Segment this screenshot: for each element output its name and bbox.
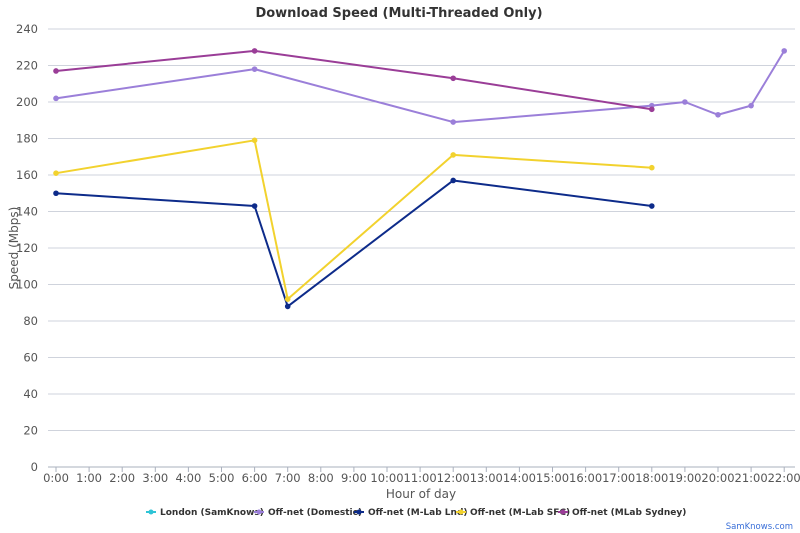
x-tick-label: 10:00 [370,471,403,485]
series-4 [53,48,655,113]
data-point[interactable] [450,152,457,158]
x-tick-label: 3:00 [142,471,168,485]
x-tick-label: 6:00 [242,471,268,485]
legend-swatch-marker [356,509,362,515]
y-tick-label: 100 [16,278,38,292]
legend-label: Off-net (MLab Sydney) [572,508,686,518]
y-tick-label: 220 [16,59,38,73]
y-tick-label: 160 [16,168,38,182]
x-tick-label: 8:00 [308,471,334,485]
data-point[interactable] [53,190,59,197]
data-point[interactable] [251,66,258,72]
data-point[interactable] [682,99,688,105]
x-tick-label: 0:00 [43,471,69,485]
x-tick-label: 16:00 [569,471,602,485]
series-2 [53,177,655,310]
x-axis-ticks: 0:00 1:00 2:00 3:00 4:00 5:00 6:00 7:00 8:00 9:00… [43,466,800,485]
y-tick-label: 200 [16,95,38,109]
legend-label: Off-net (Domestic) [268,508,362,518]
legend-item[interactable]: Off-net (MLab Sydney) [558,508,686,518]
legend-swatch-marker [148,509,154,515]
x-axis-label: Hour of day [386,487,456,501]
data-point[interactable] [450,119,457,125]
legend-item[interactable]: Off-net (Domestic) [254,508,362,518]
data-point[interactable] [450,75,457,82]
series-line [55,179,652,308]
x-tick-label: 20:00 [701,471,734,485]
y-tick-label: 60 [23,351,38,365]
y-tick-label: 40 [23,387,38,401]
x-tick-label: 7:00 [275,471,301,485]
legend-swatch-marker [458,509,464,515]
data-point[interactable] [748,102,754,109]
x-tick-label: 18:00 [635,471,668,485]
legend-label: Off-net (M-Lab Lnd) [368,508,468,518]
data-point[interactable] [450,177,457,184]
y-axis-ticks: 0 20 40 60 80 100 120 140 160 180 200 220 240 [16,22,38,474]
x-tick-label: 17:00 [602,471,635,485]
data-point[interactable] [53,95,59,102]
legend-label: London (SamKnows) [160,508,264,518]
data-point[interactable] [649,164,655,171]
y-tick-label: 120 [16,241,38,255]
data-point[interactable] [251,137,258,144]
gridlines [48,28,795,468]
data-point[interactable] [781,48,787,54]
legend-item[interactable]: London (SamKnows) [146,508,264,518]
y-tick-label: 240 [16,22,38,36]
x-tick-label: 15:00 [536,471,569,485]
x-tick-label: 1:00 [76,471,102,485]
series-3 [53,137,655,302]
y-tick-label: 20 [23,424,38,438]
data-point[interactable] [251,203,258,209]
x-tick-label: 11:00 [404,471,437,485]
series-line [55,50,786,124]
x-tick-label: 13:00 [470,471,503,485]
x-tick-label: 5:00 [209,471,235,485]
legend-item[interactable]: Off-net (M-Lab SFC) [456,508,570,518]
data-point[interactable] [649,106,655,113]
chart-title: Download Speed (Multi-Threaded Only) [255,6,542,21]
data-point[interactable] [284,303,291,310]
x-tick-label: 19:00 [668,471,701,485]
data-point[interactable] [251,48,258,54]
data-point[interactable] [284,296,291,302]
y-tick-label: 80 [23,314,38,328]
data-point[interactable] [53,68,59,74]
legend: London (SamKnows) Off-net (Domestic) Off-n… [146,508,686,518]
legend-swatch-marker [560,509,566,515]
data-point[interactable] [53,170,59,176]
data-point[interactable] [649,203,655,209]
x-tick-label: 12:00 [437,471,470,485]
x-tick-label: 14:00 [503,471,536,485]
x-tick-label: 4:00 [175,471,201,485]
series-line [55,49,652,111]
legend-item[interactable]: Off-net (M-Lab Lnd) [354,508,468,518]
credit-link[interactable]: SamKnows.com [726,522,793,532]
y-axis-label: Speed (Mbps) [7,207,21,290]
y-tick-label: 140 [16,205,38,219]
series-lines [53,48,787,310]
data-point[interactable] [715,111,721,118]
series-line [55,139,652,301]
x-tick-label: 22:00 [768,471,800,485]
y-tick-label: 180 [16,132,38,146]
x-tick-label: 2:00 [109,471,135,485]
legend-label: Off-net (M-Lab SFC) [470,508,570,518]
x-tick-label: 21:00 [735,471,768,485]
y-tick-label: 0 [31,460,38,474]
x-tick-label: 9:00 [341,471,367,485]
legend-swatch-marker [256,509,262,515]
